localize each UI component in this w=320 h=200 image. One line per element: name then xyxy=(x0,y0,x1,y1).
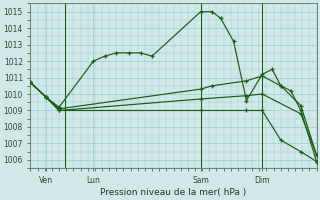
X-axis label: Pression niveau de la mer( hPa ): Pression niveau de la mer( hPa ) xyxy=(100,188,247,197)
